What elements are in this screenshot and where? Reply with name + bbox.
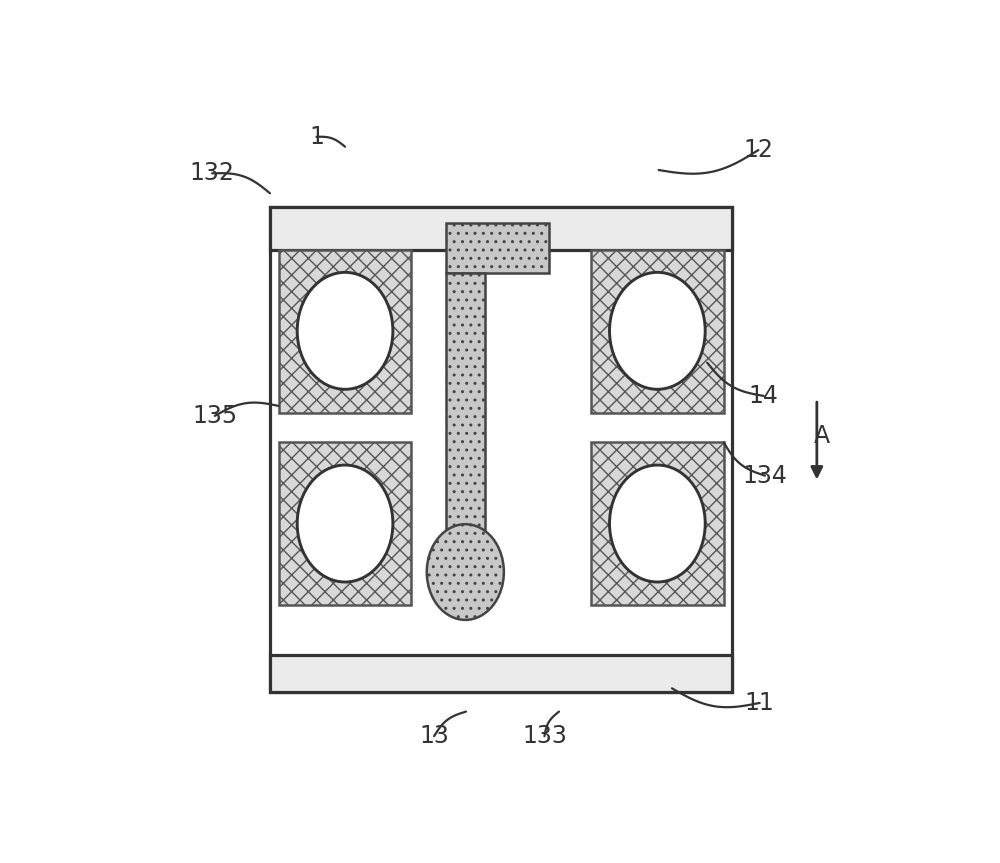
Text: 13: 13 (419, 724, 449, 748)
Text: 135: 135 (192, 404, 237, 428)
Bar (591, 249, 724, 413)
Text: 14: 14 (749, 384, 779, 408)
Bar (270, 206, 732, 691)
Ellipse shape (427, 524, 504, 620)
Text: 133: 133 (522, 724, 567, 748)
Bar (270, 655, 732, 691)
Text: A: A (813, 424, 830, 448)
Text: 1: 1 (309, 125, 324, 148)
Bar (591, 443, 724, 605)
Ellipse shape (610, 465, 705, 582)
Bar (279, 443, 411, 605)
Bar (446, 224, 549, 273)
Ellipse shape (610, 273, 705, 389)
Text: 134: 134 (743, 463, 787, 488)
Text: 12: 12 (743, 138, 773, 162)
Bar (270, 206, 732, 249)
Bar (279, 249, 411, 413)
Ellipse shape (297, 465, 393, 582)
Bar (446, 273, 485, 542)
Text: 11: 11 (745, 691, 775, 715)
Ellipse shape (297, 273, 393, 389)
Text: 132: 132 (190, 161, 235, 186)
